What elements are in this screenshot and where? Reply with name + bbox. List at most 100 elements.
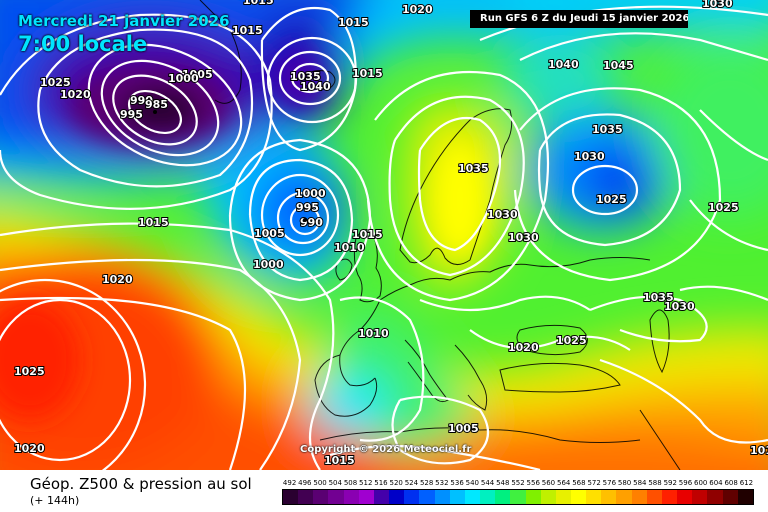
pressure-label: 1035 xyxy=(290,70,321,83)
scale-swatch xyxy=(555,490,571,504)
pressure-label: 1020 xyxy=(508,341,539,354)
pressure-label: 1005 xyxy=(254,227,285,240)
pressure-label: 1010 xyxy=(334,241,365,254)
pressure-label: 1010 xyxy=(358,327,389,340)
scale-tick-label: 520 xyxy=(389,479,403,487)
pressure-label: 1035 xyxy=(592,123,623,136)
scale-tick-label: 564 xyxy=(556,479,571,487)
pressure-label: 990 xyxy=(130,94,153,107)
scale-swatch xyxy=(343,490,359,504)
pressure-label: 1040 xyxy=(300,80,331,93)
pressure-label: 990 xyxy=(300,216,323,229)
pressure-label: 1025 xyxy=(14,365,45,378)
pressure-label: 1015 xyxy=(352,228,383,241)
scale-tick-label: 592 xyxy=(663,479,677,487)
pressure-label: 1020 xyxy=(60,88,91,101)
pressure-label: 1035 xyxy=(458,162,489,175)
scale-swatch xyxy=(692,490,708,504)
scale-swatch xyxy=(631,490,647,504)
scale-tick-label: 560 xyxy=(541,479,556,487)
pressure-label: 1020 xyxy=(402,3,433,16)
scale-swatch xyxy=(404,490,420,504)
scale-swatch xyxy=(283,490,299,504)
scale-swatch xyxy=(373,490,390,504)
scale-tick-label: 512 xyxy=(359,479,373,487)
scale-tick-label: 528 xyxy=(419,479,434,487)
scale-swatch xyxy=(661,490,678,504)
legend-subtitle: (+ 144h) xyxy=(30,494,80,507)
scale-tick-label: 588 xyxy=(648,479,662,487)
scale-tick-label: 536 xyxy=(450,479,464,487)
pressure-label: 1015 xyxy=(338,16,369,29)
scale-swatch xyxy=(677,490,693,504)
scale-tick-label: 544 xyxy=(480,479,495,487)
isobars xyxy=(0,5,768,470)
copyright: Copyright © 2026 Meteociel.fr xyxy=(300,444,472,455)
pressure-label: 1000 xyxy=(295,187,326,200)
scale-swatch xyxy=(722,490,738,504)
pressure-label: 1045 xyxy=(603,59,634,72)
pressure-label: 1015 xyxy=(324,454,355,467)
pressure-label: 1035 xyxy=(643,291,674,304)
scale-tick-label: 500 xyxy=(313,479,327,487)
pressure-labels: 1015102510201005100099098599510151015102… xyxy=(13,0,768,468)
scale-tick-label: 496 xyxy=(298,479,312,487)
scale-tick-label: 568 xyxy=(572,479,586,487)
pressure-label: 1005 xyxy=(182,68,213,81)
scale-tick-label: 532 xyxy=(435,479,449,487)
scale-tick-label: 556 xyxy=(526,479,540,487)
pressure-label: 995 xyxy=(120,108,143,121)
scale-swatch xyxy=(464,490,481,504)
pressure-label: 995 xyxy=(296,201,319,214)
scale-swatch xyxy=(707,490,723,504)
scale-swatch xyxy=(737,490,753,504)
pressure-label: 1020 xyxy=(14,442,45,455)
pressure-label: 1025 xyxy=(40,76,71,89)
scale-swatch xyxy=(616,490,632,504)
scale-swatch xyxy=(510,490,526,504)
run-info: Run GFS 6 Z du Jeudi 15 janvier 2026 xyxy=(470,10,688,28)
scale-swatch xyxy=(328,490,344,504)
scale-swatch xyxy=(419,490,435,504)
valid-date: Mercredi 21 janvier 2026 xyxy=(18,12,230,30)
scale-swatch xyxy=(540,490,556,504)
scale-tick-label: 540 xyxy=(465,479,479,487)
scale-tick-label: 600 xyxy=(694,479,708,487)
pressure-label: 1020 xyxy=(102,273,133,286)
scale-swatch xyxy=(313,490,329,504)
local-time: 7:00 locale xyxy=(18,32,148,56)
color-scale-bar xyxy=(282,489,754,505)
legend-title: Géop. Z500 & pression au sol xyxy=(30,475,252,493)
centers xyxy=(153,110,307,222)
scale-tick-label: 604 xyxy=(709,479,723,487)
pressure-label: 1030 xyxy=(702,0,733,10)
pressure-label: 1030 xyxy=(574,150,605,163)
pressure-label: 1030 xyxy=(508,231,539,244)
scale-swatch xyxy=(646,490,662,504)
pressure-label: 1000 xyxy=(253,258,284,271)
scale-swatch xyxy=(480,490,496,504)
scale-swatch xyxy=(389,490,405,504)
scale-swatch xyxy=(449,490,465,504)
pressure-label: 1030 xyxy=(487,208,518,221)
pressure-label: 1025 xyxy=(556,334,587,347)
scale-swatch xyxy=(434,490,450,504)
pressure-label: 1005 xyxy=(448,422,479,435)
pressure-label: 1030 xyxy=(664,300,695,313)
scale-swatch xyxy=(358,490,374,504)
scale-tick-label: 612 xyxy=(739,479,754,487)
scale-tick-label: 516 xyxy=(374,479,388,487)
pressure-label: 1015 xyxy=(243,0,274,7)
pressure-label: 1015 xyxy=(138,216,169,229)
scale-tick-label: 524 xyxy=(404,479,419,487)
scale-tick-label: 504 xyxy=(328,479,342,487)
scale-tick-label: 492 xyxy=(282,479,297,487)
pressure-label: 1025 xyxy=(708,201,739,214)
scale-swatch xyxy=(570,490,587,504)
scale-tick-label: 580 xyxy=(617,479,632,487)
z500-color-field xyxy=(0,0,768,470)
pressure-label: 985 xyxy=(145,98,168,111)
color-scale-labels: 492 496 500 504 508 512 516 520 524 528 532 536 540 5… xyxy=(282,479,754,489)
scale-tick-label: 584 xyxy=(633,479,647,487)
